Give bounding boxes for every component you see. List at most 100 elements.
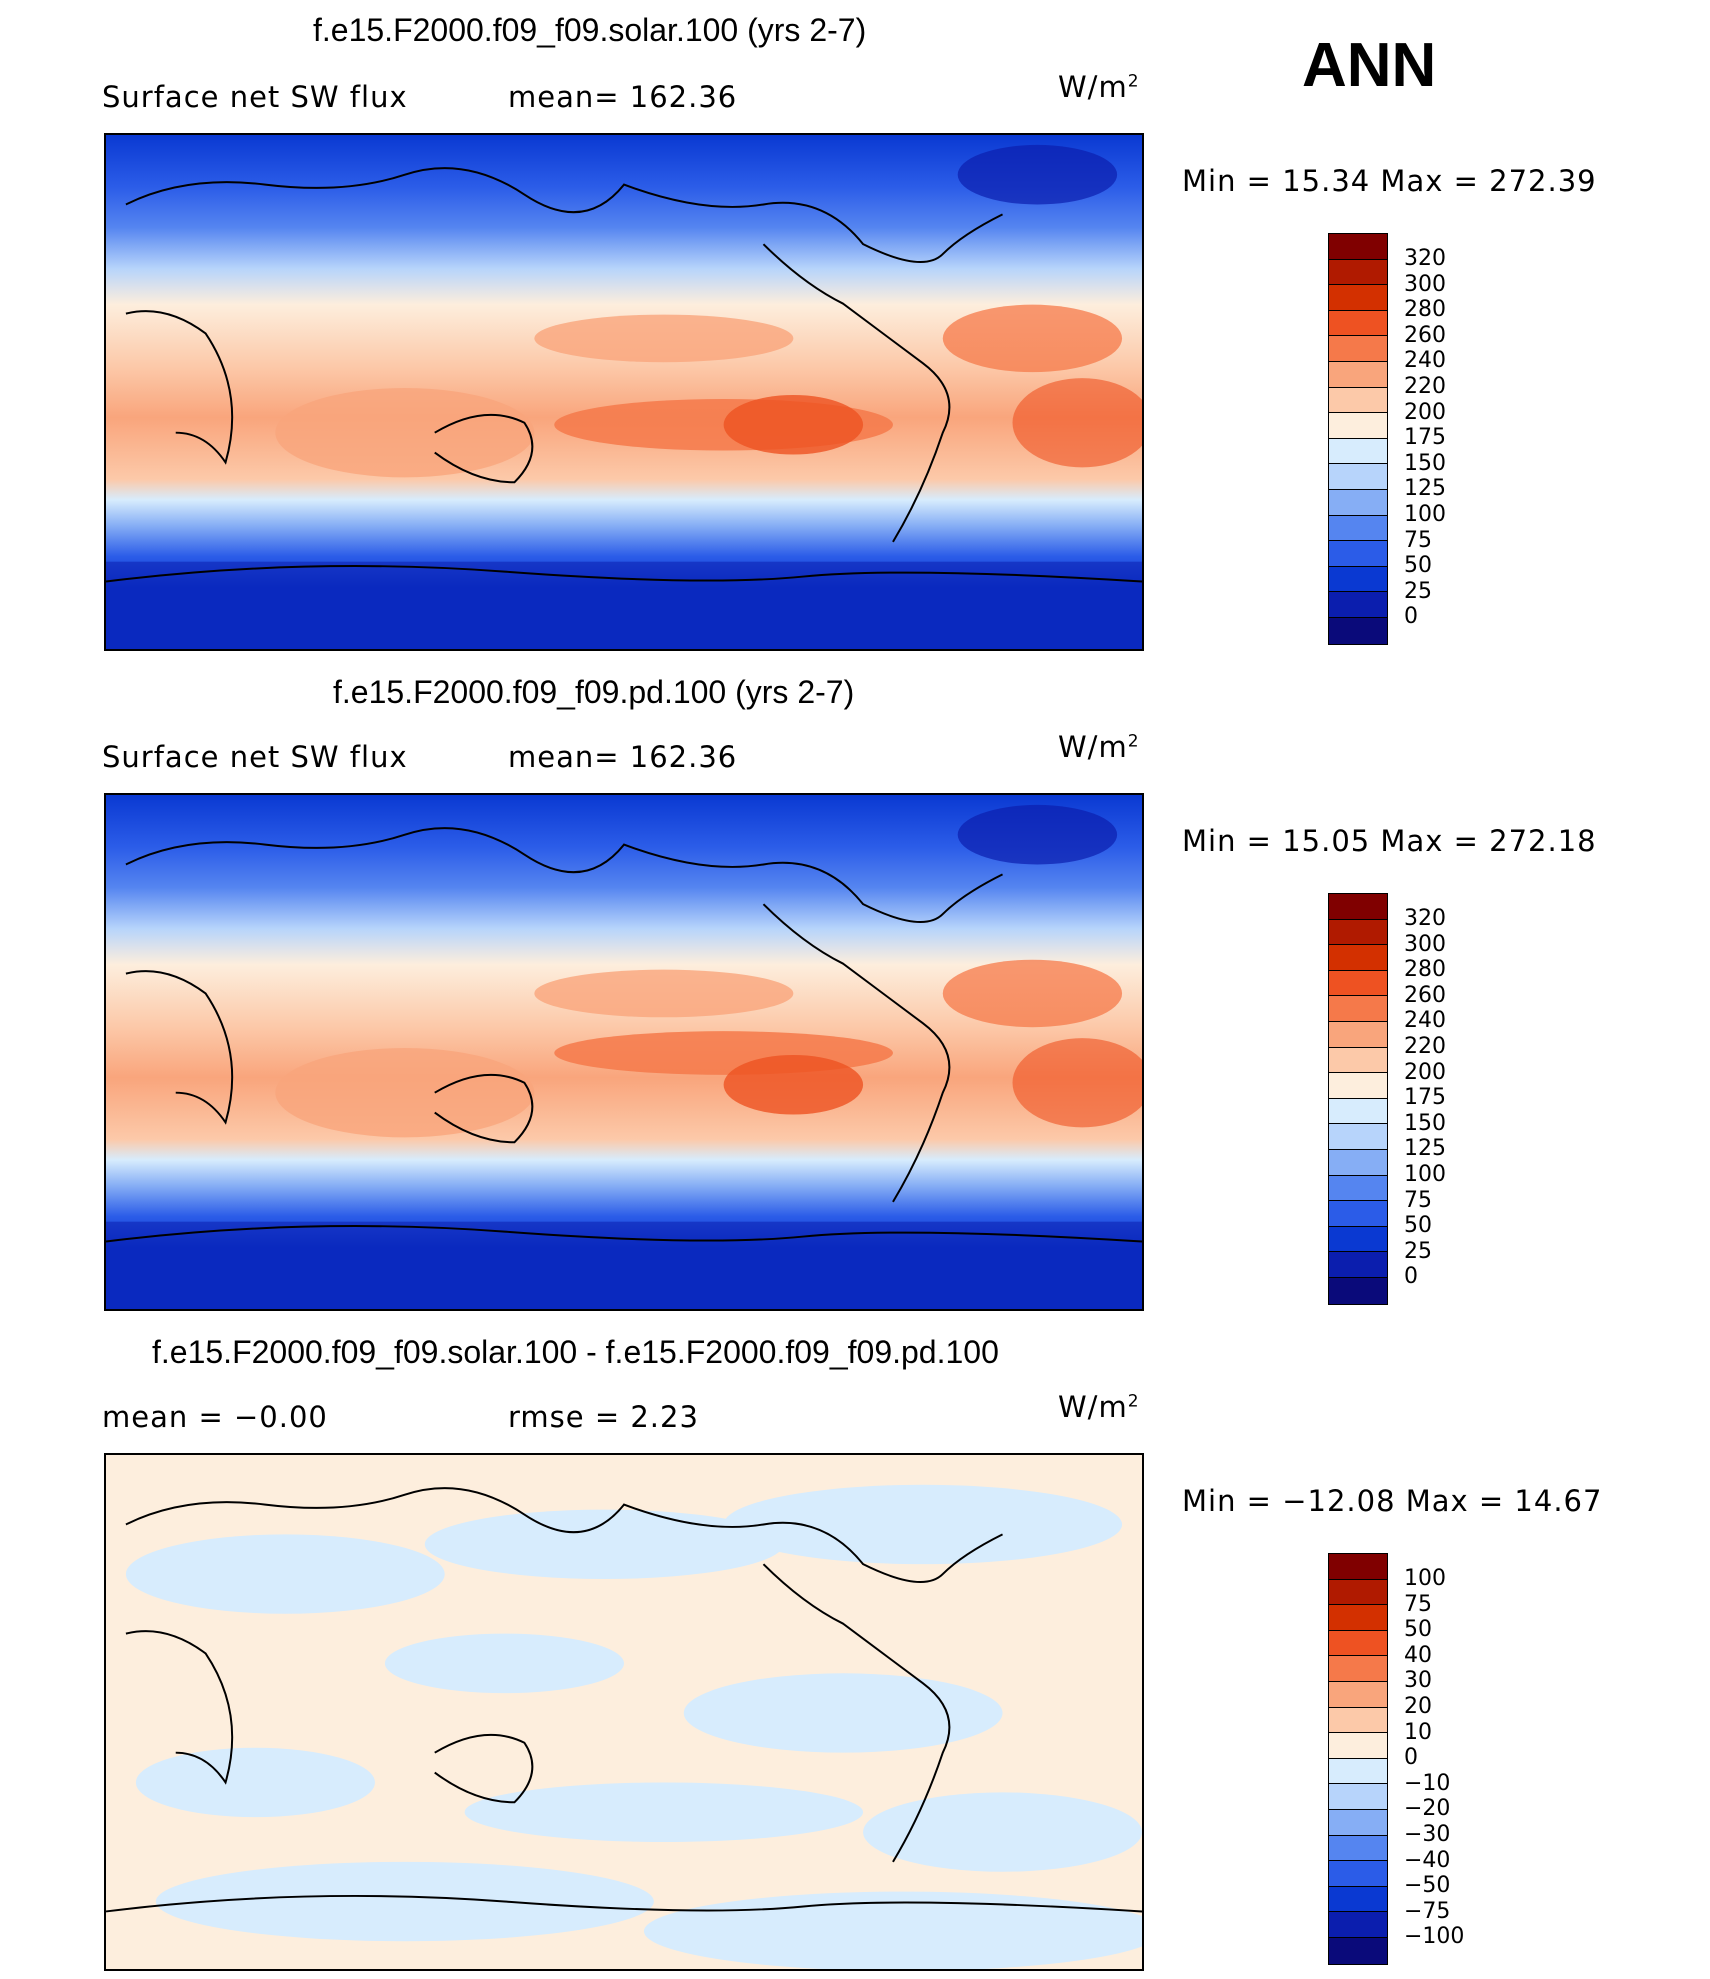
colorbar-segment [1329,919,1387,946]
season-label: ANN [1302,31,1437,100]
colorbar-segment [1329,1733,1387,1759]
panel2-mean-label: mean= 162.36 [508,740,738,774]
colorbar-segment [1329,1912,1387,1938]
colorbar-segment [1329,996,1387,1022]
colorbar-tick-label: 150 [1404,450,1446,476]
panel1-minmax: Min = 15.34 Max = 272.39 [1182,164,1597,198]
colorbar-tick-label: −30 [1404,1822,1451,1847]
colorbar-tick-label: 25 [1404,578,1432,604]
colorbar-tick-label: 300 [1404,931,1446,957]
panel3-colorbar [1328,1553,1388,1965]
colorbar-tick-label: 240 [1404,348,1446,374]
colorbar-tick-label: 220 [1404,1034,1446,1059]
colorbar-segment [1329,1073,1387,1099]
colorbar-tick-label: −40 [1404,1847,1451,1873]
colorbar-segment [1329,566,1387,593]
colorbar-segment [1329,1175,1387,1202]
colorbar-tick-label: 300 [1404,271,1446,297]
colorbar-tick-label: 320 [1404,246,1446,271]
colorbar-segment [1329,1605,1387,1631]
colorbar-segment [1329,234,1387,260]
colorbar-tick-label: 150 [1404,1110,1446,1136]
colorbar-segment [1329,1277,1387,1304]
colorbar-tick-label: 0 [1404,604,1418,630]
panel1-mean-label: mean= 162.36 [508,80,738,114]
panel3-rmse-label: rmse = 2.23 [508,1400,699,1434]
panel3-minmax: Min = −12.08 Max = 14.67 [1182,1484,1603,1518]
panel3-title: f.e15.F2000.f09_f09.solar.100 - f.e15.F2… [152,1334,999,1370]
colorbar-segment [1329,413,1387,439]
colorbar-segment [1329,1809,1387,1836]
colorbar-segment [1329,1098,1387,1125]
panel3-units: W/m2 [1058,1390,1140,1424]
colorbar-segment [1329,1554,1387,1580]
colorbar-segment [1329,259,1387,286]
colorbar-segment [1329,361,1387,388]
colorbar-tick-label: 40 [1404,1642,1432,1668]
colorbar-tick-label: 50 [1404,1213,1432,1239]
colorbar-tick-label: 75 [1404,527,1432,553]
colorbar-segment [1329,894,1387,920]
panel2-units: W/m2 [1058,730,1140,764]
panel3-mean-label: mean = −0.00 [102,1400,328,1434]
colorbar-segment [1329,1707,1387,1734]
colorbar-tick-label: 260 [1404,982,1446,1008]
colorbar-tick-label: 100 [1404,1566,1446,1591]
colorbar-tick-label: 10 [1404,1719,1432,1745]
colorbar-tick-label: 100 [1404,1162,1446,1187]
colorbar-segment [1329,1681,1387,1708]
colorbar-tick-label: −75 [1404,1898,1451,1924]
colorbar-segment [1329,541,1387,567]
colorbar-segment [1329,1226,1387,1253]
colorbar-segment [1329,1758,1387,1785]
colorbar-tick-label: −20 [1404,1796,1451,1822]
colorbar-segment [1329,1784,1387,1810]
colorbar-tick-label: 280 [1404,957,1446,983]
colorbar-tick-label: 320 [1404,906,1446,931]
colorbar-tick-label: 175 [1404,1085,1446,1111]
colorbar-tick-label: 200 [1404,1059,1446,1085]
colorbar-tick-label: 280 [1404,297,1446,323]
colorbar-segment [1329,1886,1387,1913]
colorbar-tick-label: 50 [1404,1617,1432,1643]
panel2-map [104,793,1144,1311]
colorbar-tick-label: 50 [1404,553,1432,579]
colorbar-segment [1329,310,1387,337]
colorbar-segment [1329,464,1387,490]
colorbar-segment [1329,1861,1387,1887]
colorbar-segment [1329,1937,1387,1964]
colorbar-segment [1329,1579,1387,1606]
colorbar-segment [1329,1835,1387,1862]
panel2-variable-label: Surface net SW flux [102,740,408,774]
colorbar-segment [1329,617,1387,644]
colorbar-tick-label: −100 [1404,1924,1465,1950]
colorbar-tick-label: 125 [1404,1136,1446,1162]
colorbar-tick-label: 30 [1404,1668,1432,1694]
colorbar-segment [1329,387,1387,414]
colorbar-segment [1329,285,1387,311]
colorbar-segment [1329,1021,1387,1048]
panel1-units: W/m2 [1058,70,1140,104]
colorbar-segment [1329,1149,1387,1176]
colorbar-tick-label: 20 [1404,1694,1432,1719]
panel1-map [104,133,1144,651]
colorbar-tick-label: 0 [1404,1264,1418,1290]
colorbar-tick-label: −50 [1404,1873,1451,1899]
panel2-colorbar [1328,893,1388,1305]
colorbar-tick-label: 220 [1404,374,1446,399]
colorbar-segment [1329,1252,1387,1278]
colorbar-segment [1329,1124,1387,1150]
colorbar-tick-label: 260 [1404,322,1446,348]
panel1-title: f.e15.F2000.f09_f09.solar.100 (yrs 2-7) [313,12,867,48]
colorbar-segment [1329,1201,1387,1227]
panel2-title: f.e15.F2000.f09_f09.pd.100 (yrs 2-7) [333,674,855,710]
colorbar-segment [1329,970,1387,997]
panel1-variable-label: Surface net SW flux [102,80,408,114]
colorbar-segment [1329,336,1387,362]
colorbar-tick-label: −10 [1404,1770,1451,1796]
colorbar-tick-label: 200 [1404,399,1446,425]
colorbar-tick-label: 75 [1404,1591,1432,1617]
panel2-minmax: Min = 15.05 Max = 272.18 [1182,824,1597,858]
colorbar-segment [1329,438,1387,465]
colorbar-segment [1329,945,1387,971]
